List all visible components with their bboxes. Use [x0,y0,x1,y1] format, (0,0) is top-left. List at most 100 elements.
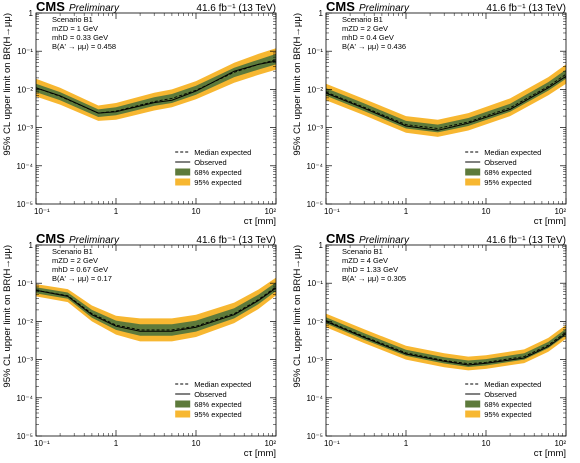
x-tick-label: 10 [482,207,491,216]
x-tick-label: 10 [192,207,201,216]
legend-68-swatch [175,168,191,176]
y-tick-label: 1 [319,9,324,18]
y-tick-label: 10⁻⁵ [17,432,33,441]
scenario-annotation: B(A' → μμ) = 0.17 [52,274,112,283]
scenario-annotation: Scenario B1 [52,247,93,256]
y-tick-label: 10⁻¹ [17,279,33,288]
preliminary-label: Preliminary [359,3,410,14]
cms-label: CMS [326,0,355,14]
plot-data-area [36,48,276,121]
y-tick-label: 10⁻² [307,317,323,326]
y-tick-label: 1 [29,241,34,250]
x-tick-label: 10⁻¹ [324,439,340,448]
scenario-annotation: Scenario B1 [342,247,383,256]
preliminary-label: Preliminary [69,235,120,246]
y-tick-label: 10⁻⁴ [16,162,33,171]
x-tick-label: 10² [554,207,566,216]
plot-frame [35,12,277,205]
y-tick-label: 10⁻³ [17,124,33,133]
band-68-expected [326,69,566,133]
legend-entry: Observed [484,390,517,399]
y-axis-title: 95% CL upper limit on BR(H→μμ) [2,13,13,156]
y-tick-label: 10⁻² [307,85,323,94]
y-tick-label: 10⁻² [17,317,33,326]
legend-95-swatch [175,178,191,186]
band-95-expected [36,48,276,121]
cms-label: CMS [36,232,65,246]
preliminary-label: Preliminary [359,235,410,246]
legend-entry: Observed [194,158,227,167]
y-tick-label: 10⁻³ [307,124,323,133]
scenario-annotation: B(A' → μμ) = 0.436 [342,42,406,51]
y-tick-label: 1 [319,241,324,250]
luminosity-label: 41.6 fb⁻¹ (13 TeV) [486,235,566,246]
x-tick-label: 1 [114,439,119,448]
plot-data-area [326,313,566,371]
scenario-annotation: mhD = 0.67 GeV [52,265,108,274]
y-tick-label: 10⁻⁴ [16,394,33,403]
y-tick-label: 10⁻³ [17,356,33,365]
cms-label: CMS [326,232,355,246]
legend-68-swatch [465,168,481,176]
legend-entry: 68% expected [194,400,242,409]
x-tick-label: 10 [192,439,201,448]
band-68-expected [326,317,566,367]
x-tick-label: 1 [404,207,409,216]
median-expected-line [326,320,566,365]
scenario-annotation: mhD = 0.4 GeV [342,33,394,42]
scenario-annotation: mhD = 1.33 GeV [342,265,398,274]
scenario-annotation: Scenario B1 [342,15,383,24]
y-tick-label: 10⁻¹ [17,47,33,56]
cms-label: CMS [36,0,65,14]
legend-entry: 95% expected [194,410,242,419]
y-tick-label: 1 [29,9,34,18]
y-tick-label: 10⁻⁵ [17,200,33,209]
band-68-expected [36,53,276,117]
plot-data-area [36,277,276,342]
legend-entry: Median expected [484,380,541,389]
observed-line [326,75,566,131]
y-tick-label: 10⁻¹ [307,279,323,288]
x-axis-title: cτ [mm] [244,216,276,227]
y-axis-title: 95% CL upper limit on BR(H→μμ) [292,13,303,156]
legend-95-swatch [465,410,481,418]
x-tick-label: 1 [114,207,119,216]
preliminary-label: Preliminary [69,3,120,14]
legend-entry: 95% expected [484,410,532,419]
x-tick-label: 10 [482,439,491,448]
legend-entry: Observed [194,390,227,399]
legend-entry: Median expected [484,148,541,157]
median-expected-line [326,73,566,129]
luminosity-label: 41.6 fb⁻¹ (13 TeV) [196,235,276,246]
plot-frame [325,244,567,437]
legend-entry: 68% expected [484,168,532,177]
legend-entry: 68% expected [194,168,242,177]
legend-entry: 95% expected [484,178,532,187]
y-tick-label: 10⁻⁵ [307,432,323,441]
legend-entry: 68% expected [484,400,532,409]
legend-entry: Observed [484,158,517,167]
x-tick-label: 10² [264,439,276,448]
plot-frame [35,244,277,437]
legend-68-swatch [465,400,481,408]
plot-data-area [326,64,566,137]
legend-95-swatch [465,178,481,186]
x-axis-title: cτ [mm] [534,216,566,227]
legend-68-swatch [175,400,191,408]
x-tick-label: 10² [554,439,566,448]
band-95-expected [36,277,276,342]
y-tick-label: 10⁻³ [307,356,323,365]
observed-line [326,320,566,366]
x-tick-label: 10² [264,207,276,216]
plot-frame [325,12,567,205]
scenario-annotation: mZD = 2 GeV [52,256,98,265]
scenario-annotation: Scenario B1 [52,15,93,24]
scenario-annotation: B(A' → μμ) = 0.458 [52,42,116,51]
observed-line [36,60,276,114]
y-tick-label: 10⁻⁴ [306,162,323,171]
legend-entry: 95% expected [194,178,242,187]
